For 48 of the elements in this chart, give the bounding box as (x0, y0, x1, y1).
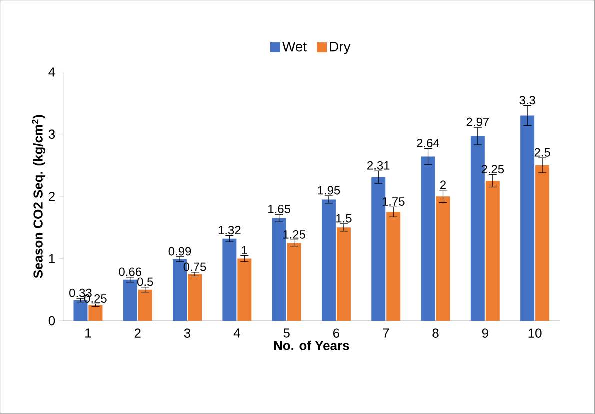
data-label: 2.5 (534, 148, 550, 157)
data-label: 2.64 (417, 138, 440, 148)
data-label: 3.3 (520, 96, 536, 105)
bar (88, 305, 103, 321)
bar (222, 238, 237, 321)
y-tick-label: 3 (48, 130, 56, 139)
data-label: 1 (242, 246, 248, 254)
x-tick-label: 8 (432, 328, 439, 338)
x-tick-label: 2 (134, 328, 141, 338)
y-tick-label: 2 (49, 192, 55, 202)
bar (322, 200, 336, 321)
x-tick-label: 1 (86, 328, 92, 338)
bar (336, 228, 351, 321)
y-axis-title: Season CO2 Seq. (kg/cm$^{2}$) (32, 115, 46, 278)
bar (486, 180, 500, 321)
bar (188, 274, 202, 321)
bar (123, 280, 138, 321)
x-tick-label: 6 (334, 328, 340, 338)
bar (436, 196, 450, 321)
bar (386, 212, 401, 321)
data-label: 1.32 (218, 226, 241, 234)
x-tick-label: 5 (284, 328, 290, 338)
data-label: 2.97 (466, 118, 489, 126)
bar (520, 116, 535, 321)
x-tick-label: 7 (383, 328, 390, 338)
x-tick-label: 4 (234, 328, 240, 338)
y-tick-label: 0 (48, 316, 56, 326)
data-label: 2.31 (368, 161, 390, 170)
x-axis-title: No. of Years (274, 340, 350, 350)
bar (287, 243, 302, 321)
x-tick-label: 10 (528, 328, 542, 338)
bar (536, 165, 550, 321)
data-label: 2 (440, 180, 446, 190)
x-tick-label: 9 (482, 328, 488, 338)
data-label: 0.99 (168, 247, 192, 256)
y-tick-label: 1 (49, 254, 55, 264)
y-tick-label: 4 (48, 68, 56, 77)
data-label: 0.66 (119, 268, 142, 276)
legend-label: Wet (282, 42, 307, 52)
data-label: 0.5 (137, 278, 154, 286)
data-label: 1.5 (336, 214, 352, 223)
legend-label: Dry (330, 42, 351, 54)
x-tick-label: 3 (184, 328, 191, 338)
bar (421, 156, 436, 321)
bar (238, 258, 252, 321)
data-label: 1.95 (318, 186, 340, 195)
data-label: 1.65 (268, 204, 290, 214)
bar (138, 290, 152, 321)
